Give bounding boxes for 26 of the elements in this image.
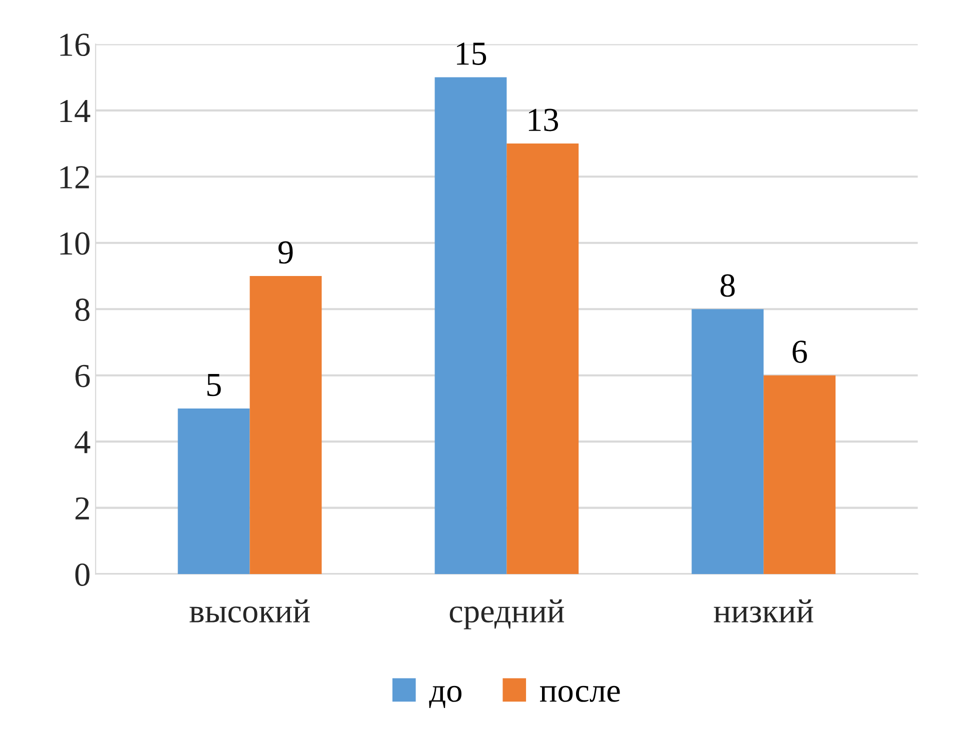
x-tick-label: высокий [190,599,310,623]
data-label: 13 [528,108,558,132]
y-tick-label: 2 [76,497,89,520]
data-label: 5 [207,374,221,396]
x-tick-label: средний [450,599,564,630]
y-tick-label: 16 [60,34,90,56]
y-tick-label: 0 [75,563,90,586]
y-tick-label: 6 [76,364,90,388]
bar [506,144,579,574]
y-tick-label: 14 [60,100,90,122]
bar [250,276,322,574]
bar [434,77,507,574]
y-tick-label: 10 [60,232,90,255]
y-tick-label: 8 [75,298,90,322]
bar [692,309,764,574]
y-tick-label: 12 [60,166,89,188]
data-label: 9 [278,241,293,264]
data-label: 15 [456,42,486,65]
legend-label: до [429,686,462,708]
bar [764,375,836,574]
bar [178,408,250,574]
data-label: 8 [720,274,735,297]
x-tick-label: низкий [714,599,814,623]
y-tick-label: 4 [74,431,90,454]
legend-label: после [540,686,620,702]
data-label: 6 [792,340,807,364]
